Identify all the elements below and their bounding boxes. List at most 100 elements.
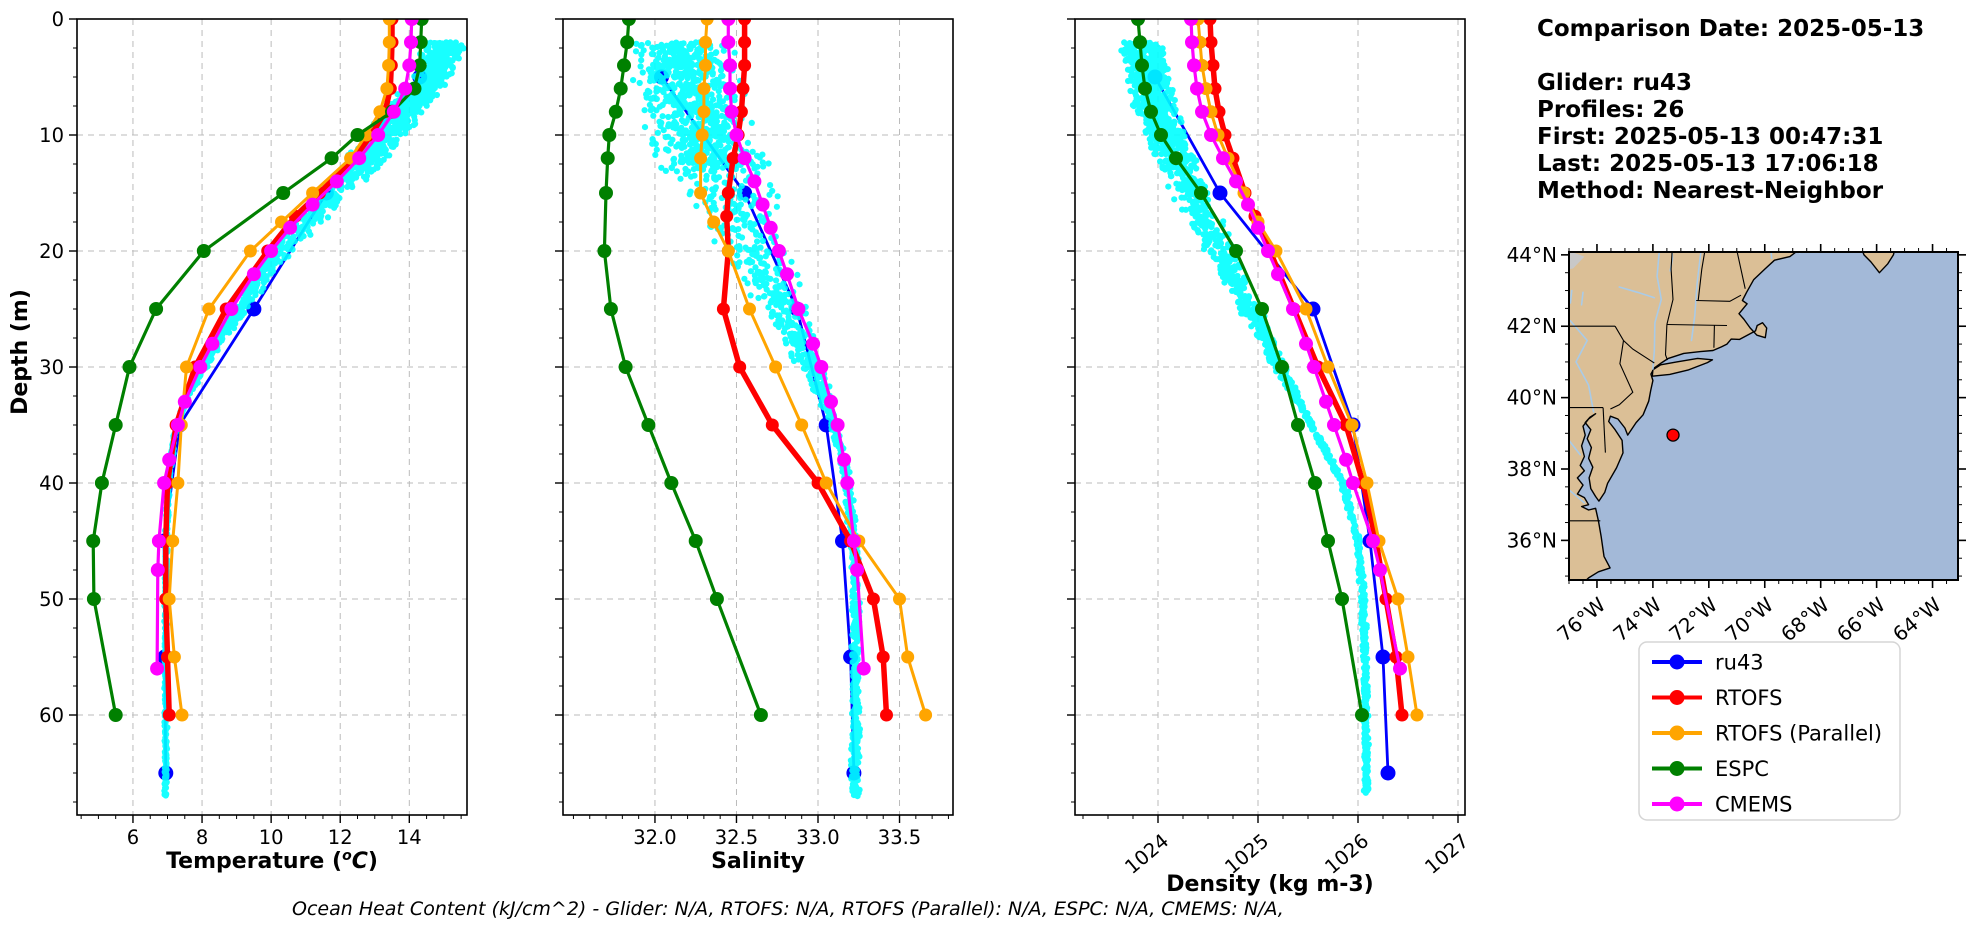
- data-point: [737, 151, 752, 166]
- map-content: [1569, 252, 1958, 580]
- data-point: [1360, 476, 1374, 490]
- data-point: [729, 128, 744, 142]
- data-point: [880, 708, 893, 722]
- data-point: [1286, 302, 1300, 316]
- data-point: [167, 650, 181, 664]
- data-point: [283, 220, 298, 235]
- salinity-axis-label: Salinity: [711, 849, 805, 874]
- data-point: [122, 360, 137, 374]
- data-point: [850, 563, 865, 577]
- data-point: [1308, 476, 1322, 490]
- data-point: [1299, 336, 1313, 351]
- data-point: [352, 151, 367, 166]
- data-point: [1319, 394, 1333, 409]
- data-point: [1346, 476, 1360, 490]
- depth-tick-label: 60: [39, 704, 64, 727]
- ocean-heat-content-caption: Ocean Heat Content (kJ/cm^2) - Glider: N…: [292, 898, 1284, 920]
- data-point: [398, 81, 413, 96]
- data-point: [743, 302, 756, 316]
- salinity-xtick-label: 33.5: [878, 826, 921, 849]
- data-point: [1229, 174, 1243, 189]
- data-point: [243, 244, 257, 258]
- series-rtofs-parallel-: [1191, 19, 1424, 722]
- legend-marker: [1669, 690, 1685, 705]
- map-state-border: [1713, 325, 1715, 348]
- temperature-plot-area: [86, 19, 467, 799]
- data-point: [724, 104, 739, 119]
- first-profile-time-text: First: 2025-05-13 00:47:31: [1537, 124, 1884, 150]
- data-point: [664, 476, 679, 490]
- map-lon-label: 68°W: [1776, 592, 1834, 646]
- legend-label: RTOFS: [1715, 686, 1782, 710]
- legend: ru43 RTOFS RTOFS (Parallel) ESPC CMEMS: [1638, 641, 1901, 821]
- map-state-border: [1664, 324, 1668, 361]
- data-point: [171, 476, 185, 490]
- salinity-xtick-label: 33.0: [796, 826, 839, 849]
- map-lon-label: 74°W: [1608, 592, 1666, 646]
- data-point: [1135, 58, 1149, 73]
- data-point: [699, 58, 712, 72]
- data-point: [1185, 35, 1199, 50]
- density-plot-area: [1118, 19, 1424, 796]
- data-point: [382, 58, 396, 72]
- data-point: [1204, 128, 1218, 142]
- comparison-date-text: Comparison Date: 2025-05-13: [1537, 16, 1925, 42]
- data-point: [1391, 592, 1405, 606]
- data-point: [108, 708, 123, 722]
- legend-item-espc: ESPC: [1652, 757, 1769, 781]
- data-point: [694, 151, 708, 165]
- data-point: [177, 394, 192, 409]
- data-point: [162, 708, 176, 722]
- data-point: [1212, 185, 1228, 201]
- map-landmass: [1862, 252, 1895, 274]
- data-point: [1375, 649, 1391, 665]
- series-espc: [597, 19, 768, 722]
- data-point: [162, 592, 176, 606]
- data-point: [1401, 650, 1415, 664]
- data-point: [721, 244, 735, 258]
- legend-marker: [1669, 654, 1685, 670]
- salinity-plot-area: [597, 19, 933, 800]
- data-point: [224, 302, 239, 316]
- data-point: [380, 82, 394, 96]
- data-point: [157, 476, 172, 490]
- legend-label: RTOFS (Parallel): [1715, 722, 1882, 746]
- map-lon-label: 66°W: [1832, 592, 1890, 646]
- data-point: [723, 81, 737, 96]
- salinity-gridlines: [563, 18, 953, 815]
- data-point: [404, 19, 419, 26]
- data-point: [1194, 186, 1208, 200]
- data-point: [856, 661, 871, 676]
- depth-axis-label: Depth (m): [8, 289, 33, 415]
- data-point: [1339, 452, 1353, 467]
- map-river: [1618, 286, 1656, 299]
- data-point: [1184, 19, 1198, 26]
- series-rtofs-parallel-: [694, 19, 933, 722]
- depth-tick-label: 20: [39, 240, 64, 263]
- map-river: [1652, 252, 1663, 370]
- temperature-xtick-label: 8: [196, 826, 208, 849]
- density-gridlines: [1075, 18, 1465, 815]
- data-point: [1229, 244, 1243, 258]
- data-point: [919, 708, 933, 722]
- depth-tick-label: 0: [52, 8, 64, 31]
- map-lon-label: 72°W: [1664, 592, 1722, 646]
- data-point: [180, 360, 193, 374]
- data-point: [866, 592, 880, 606]
- temperature-xtick-label: 12: [328, 826, 353, 849]
- glider-name-text: Glider: ru43: [1537, 70, 1692, 96]
- data-point: [734, 105, 748, 119]
- data-point: [893, 592, 906, 606]
- data-point: [716, 302, 730, 316]
- data-point: [824, 394, 838, 409]
- data-point: [1275, 360, 1289, 374]
- series-cmems: [1184, 19, 1407, 676]
- data-point: [305, 197, 320, 212]
- depth-tick-label: 30: [39, 356, 64, 379]
- temperature-xtick-label: 14: [397, 826, 422, 849]
- data-point: [1393, 661, 1407, 676]
- data-point: [603, 302, 618, 316]
- data-point: [709, 592, 724, 606]
